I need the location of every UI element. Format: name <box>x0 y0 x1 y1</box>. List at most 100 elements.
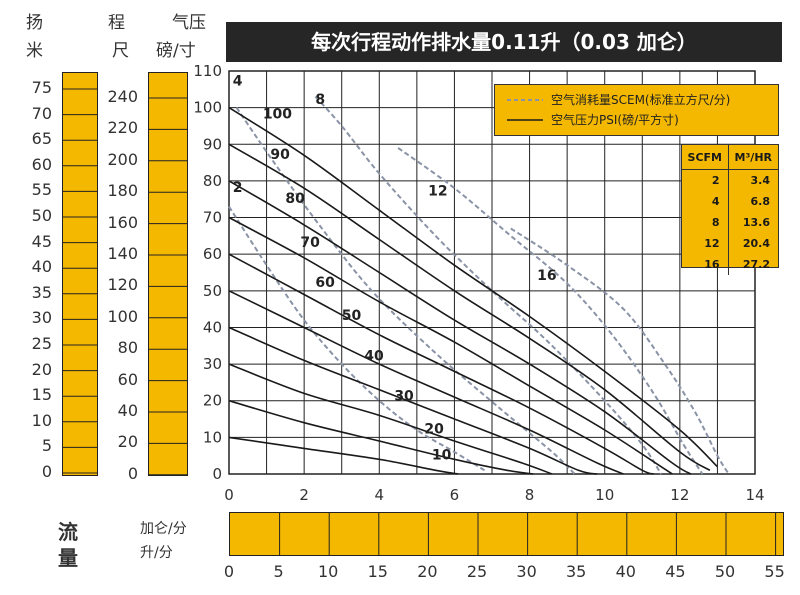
table-row: 16 27.2 <box>682 254 778 275</box>
lpm-tick-label: 20 <box>417 562 438 581</box>
x-tick-label: 10 <box>595 486 614 504</box>
y-tick-label: 70 <box>203 209 222 227</box>
air-curve-8 <box>314 95 662 475</box>
head-tick-label: 0 <box>41 462 52 481</box>
y-tick-label: 10 <box>203 428 222 446</box>
lpm-tick-label: 25 <box>466 562 488 581</box>
table-cell: 16 <box>682 254 729 275</box>
y-tick-label: 50 <box>203 282 222 300</box>
pressure-curve-20 <box>228 399 534 475</box>
pressure-curve-80 <box>228 180 692 475</box>
stroke-tick-label: 200 <box>107 149 138 169</box>
y-tick-label: 40 <box>203 318 222 336</box>
pressure-curve-50 <box>228 290 624 475</box>
head-tick-label: 60 <box>31 154 52 174</box>
curve-label: 2 <box>233 180 243 196</box>
head-tick-label: 45 <box>31 231 52 251</box>
legend-item-consumption: 空气消耗量SCEM(标准立方尺/分) <box>503 91 773 109</box>
curve-label: 30 <box>394 389 414 405</box>
curve-label: 10 <box>432 447 452 463</box>
table-cell: 2 <box>682 169 729 191</box>
lpm-tick-label: 10 <box>318 562 339 581</box>
y-tick-label: 90 <box>203 135 222 153</box>
head-tick-label: 30 <box>31 308 52 328</box>
flow-label-top: 流 <box>58 520 78 544</box>
y-tick-label: 110 <box>193 62 222 80</box>
curve-label: 60 <box>315 275 335 291</box>
curve-label: 12 <box>428 184 447 200</box>
pressure-curve-100 <box>228 106 718 468</box>
table-cell: 12 <box>682 233 729 254</box>
table-header-scfm: SCFM <box>682 145 729 170</box>
legend-pressure-label: 空气压力PSI(磅/平方寸) <box>551 113 679 127</box>
head-tick-label: 20 <box>31 359 52 379</box>
air-curve-12 <box>397 147 704 475</box>
curve-label: 80 <box>285 191 305 207</box>
flow-label-bottom: 量 <box>58 546 78 570</box>
x-tick-label: 14 <box>745 486 764 504</box>
pressure-curve-60 <box>228 253 654 475</box>
head-tick-label: 35 <box>31 282 52 302</box>
table-cell: 20.4 <box>742 237 770 250</box>
curve-label: 8 <box>315 92 325 108</box>
air-curve-16 <box>510 227 730 475</box>
table-cell: 3.4 <box>750 174 771 187</box>
stroke-tick-label: 60 <box>117 369 138 389</box>
legend-consumption-label: 空气消耗量SCEM(标准立方尺/分) <box>551 93 731 107</box>
head-tick-label: 10 <box>31 410 52 430</box>
head-tick-label: 15 <box>31 385 52 405</box>
x-tick-label: 0 <box>224 486 234 504</box>
stroke-header-bottom: 尺 <box>112 41 129 61</box>
table-header-m3hr: M³/HR <box>728 145 778 170</box>
head-tick-label: 65 <box>31 129 52 149</box>
gpm-label: 加仑/分 <box>140 521 187 537</box>
curve-label: 70 <box>300 235 320 251</box>
stroke-header-top: 程 <box>108 13 125 33</box>
head-tick-label: 55 <box>31 180 52 200</box>
table-cell: 13.6 <box>742 216 770 229</box>
head-tick-label: 5 <box>41 436 52 456</box>
lpm-label: 升/分 <box>140 545 173 561</box>
head-tick-label: 75 <box>31 78 52 97</box>
curve-label: 100 <box>263 107 292 123</box>
y-tick-label: 30 <box>203 355 222 373</box>
y-tick-label: 20 <box>203 392 222 410</box>
table-cell: 6.8 <box>750 195 771 208</box>
stroke-tick-label: 0 <box>127 463 138 483</box>
head-tick-label: 25 <box>31 334 52 353</box>
lpm-tick-label: 35 <box>566 562 587 581</box>
air-curve-2 <box>228 206 486 472</box>
stroke-tick-label: 140 <box>107 244 138 263</box>
stroke-tick-label: 20 <box>117 432 138 452</box>
lpm-tick-label: 0 <box>223 562 235 581</box>
x-tick-label: 4 <box>375 486 385 504</box>
curve-label: 50 <box>342 308 362 324</box>
y-tick-label: 100 <box>193 99 222 117</box>
head-header-top: 扬 <box>26 13 43 33</box>
curve-label: 4 <box>233 74 243 90</box>
table-row: 12 20.4 <box>682 233 778 254</box>
curve-label: 40 <box>364 348 384 364</box>
curve-label: 20 <box>424 422 444 438</box>
legend-item-pressure: 空气压力PSI(磅/平方寸) <box>503 111 773 129</box>
head-scale-bar <box>62 72 98 476</box>
y-tick-label: 60 <box>203 245 222 263</box>
table-cell: 4 <box>682 191 729 212</box>
curve-label: 16 <box>537 268 556 284</box>
head-tick-label: 70 <box>31 103 52 123</box>
lpm-scale-bar <box>229 512 784 556</box>
pressure-header-bottom: 磅/寸 <box>156 41 196 61</box>
lpm-tick-label: 40 <box>615 562 636 581</box>
table-row: 4 6.8 <box>682 191 778 212</box>
pressure-curve-10 <box>228 436 459 475</box>
head-tick-label: 40 <box>31 257 52 277</box>
stroke-tick-label: 40 <box>117 401 138 420</box>
table-cell: 8 <box>682 212 729 233</box>
lpm-tick-label: 5 <box>273 562 284 581</box>
table-row: 2 3.4 <box>682 169 778 191</box>
stroke-tick-label: 80 <box>117 338 138 358</box>
lpm-tick-label: 45 <box>665 562 686 581</box>
table-row: 8 13.6 <box>682 212 778 233</box>
stroke-tick-label: 100 <box>107 306 138 326</box>
